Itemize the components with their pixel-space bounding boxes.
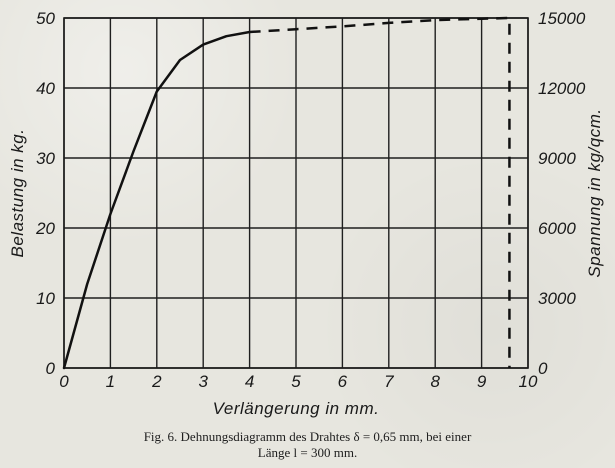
right-tick-label-15000: 15000 xyxy=(538,9,586,28)
left-tick-label-50: 50 xyxy=(36,9,55,28)
x-tick-label-10: 10 xyxy=(519,372,538,391)
label-layer: Verlängerung in mm. Belastung in kg. Spa… xyxy=(8,9,604,418)
right-tick-label-3000: 3000 xyxy=(538,289,576,308)
right-tick-label-0: 0 xyxy=(538,359,548,378)
x-tick-label-6: 6 xyxy=(338,372,348,391)
dashed-series-line xyxy=(249,16,511,368)
x-tick-label-8: 8 xyxy=(430,372,440,391)
x-tick-label-2: 2 xyxy=(151,372,162,391)
left-tick-label-30: 30 xyxy=(36,149,55,168)
left-tick-label-0: 0 xyxy=(46,359,56,378)
left-tick-label-40: 40 xyxy=(36,79,55,98)
right-tick-label-6000: 6000 xyxy=(538,219,576,238)
curve-layer xyxy=(62,16,511,370)
x-tick-label-7: 7 xyxy=(384,372,394,391)
x-tick-label-5: 5 xyxy=(291,372,301,391)
figure-caption-line-1: Fig. 6. Dehnungsdiagramm des Drahtes δ =… xyxy=(143,429,472,444)
left-tick-label-10: 10 xyxy=(36,289,55,308)
left-axis-label: Belastung in kg. xyxy=(8,129,27,258)
left-tick-label-20: 20 xyxy=(35,219,55,238)
solid-series-line xyxy=(62,30,251,370)
figure-caption-line-2: Länge l = 300 mm. xyxy=(257,445,358,460)
x-tick-label-0: 0 xyxy=(59,372,69,391)
right-tick-label-9000: 9000 xyxy=(538,149,576,168)
right-tick-label-12000: 12000 xyxy=(538,79,586,98)
plot-frame xyxy=(63,17,529,369)
x-axis-label: Verlängerung in mm. xyxy=(213,399,380,418)
grid-layer xyxy=(63,17,529,369)
x-tick-label-1: 1 xyxy=(106,372,115,391)
x-tick-label-9: 9 xyxy=(477,372,487,391)
right-axis-label: Spannung in kg/qcm. xyxy=(585,108,604,277)
x-tick-label-4: 4 xyxy=(245,372,254,391)
x-tick-label-3: 3 xyxy=(198,372,208,391)
